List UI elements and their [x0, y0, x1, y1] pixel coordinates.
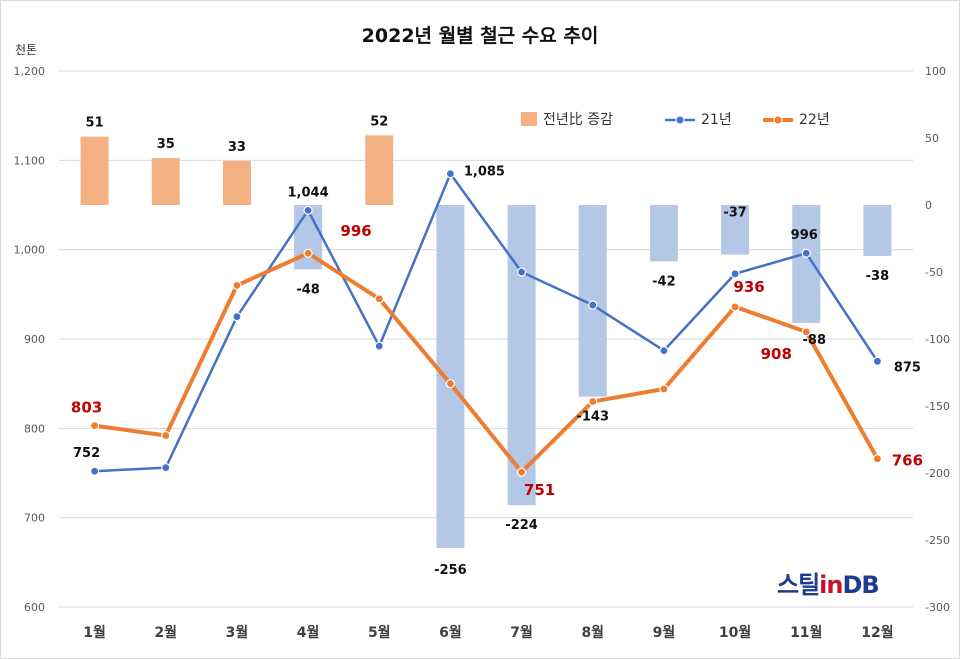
line21-label: 752 — [73, 446, 100, 461]
point-21-1 — [89, 466, 100, 476]
bar-9 — [649, 205, 678, 262]
point-21-10 — [730, 269, 740, 279]
x-tick-label: 10월 — [719, 624, 751, 641]
x-tick-label: 12월 — [861, 624, 893, 641]
line21-label: 1,044 — [288, 185, 329, 200]
right-tick-label: -250 — [925, 534, 950, 547]
x-tick-label: 1월 — [83, 624, 106, 641]
x-tick-label: 7월 — [510, 624, 533, 641]
line-21 — [94, 172, 879, 473]
point-21-7 — [516, 267, 527, 277]
point-21-5 — [374, 341, 384, 351]
bar-label: -224 — [505, 518, 538, 533]
bar-label: 52 — [370, 114, 388, 129]
bar-10 — [721, 205, 750, 255]
bar-label: -88 — [803, 333, 827, 348]
bar-7 — [507, 205, 536, 506]
point-21-12 — [872, 356, 883, 366]
point-22-8 — [588, 396, 598, 407]
left-tick-label: 900 — [24, 333, 45, 346]
y-unit-label: 천톤 — [15, 43, 38, 57]
bar-1 — [80, 136, 109, 205]
bar-11 — [792, 205, 821, 323]
bar-label: -37 — [723, 206, 747, 221]
line21-label: 1,085 — [464, 165, 505, 180]
bar-label: 35 — [157, 137, 175, 152]
point-22-11 — [801, 327, 811, 337]
line22-label: 996 — [340, 222, 371, 240]
left-tick-label: 1,000 — [14, 244, 46, 257]
legend-22-label: 22년 — [799, 112, 830, 128]
bar-label: 33 — [228, 140, 246, 155]
right-tick-label: -300 — [925, 601, 950, 614]
legend-bar-label: 전년比 증감 — [543, 112, 613, 128]
point-21-11 — [801, 248, 811, 258]
line21-label: 996 — [791, 228, 818, 243]
steelindb-logo: 스틸inDB — [777, 571, 880, 599]
right-tick-label: -100 — [925, 333, 950, 346]
x-tick-label: 5월 — [368, 624, 391, 641]
line22-label: 936 — [733, 278, 764, 296]
right-tick-label: 100 — [925, 65, 946, 78]
x-tick-label: 8월 — [581, 624, 604, 641]
x-tick-label: 11월 — [790, 624, 822, 641]
bar-label: 51 — [86, 116, 104, 131]
point-21-4 — [303, 205, 313, 215]
x-tick-label: 4월 — [297, 624, 320, 641]
line22-label: 751 — [524, 481, 555, 499]
point-21-3 — [232, 312, 242, 322]
line22-label: 908 — [761, 345, 792, 363]
legend-22-marker — [773, 115, 783, 125]
point-21-8 — [588, 300, 598, 310]
point-22-6 — [445, 379, 456, 389]
right-tick-label: -150 — [925, 400, 950, 413]
right-tick-label: -50 — [925, 266, 943, 279]
bar-12 — [863, 205, 892, 256]
left-tick-label: 1,200 — [14, 65, 46, 78]
bar-label: -42 — [652, 274, 676, 289]
right-tick-label: 0 — [925, 199, 932, 212]
x-tick-label: 3월 — [226, 624, 249, 641]
point-21-6 — [445, 169, 456, 179]
point-21-2 — [161, 463, 171, 473]
point-21-9 — [659, 346, 669, 356]
line-22 — [94, 251, 880, 475]
point-22-10 — [730, 302, 740, 312]
point-22-7 — [516, 467, 527, 477]
x-tick-label: 9월 — [653, 624, 676, 641]
left-tick-label: 700 — [24, 512, 45, 525]
point-22-9 — [659, 384, 669, 394]
point-22-3 — [232, 280, 242, 290]
point-22-1 — [89, 421, 100, 431]
bar-6 — [436, 205, 465, 549]
point-22-4 — [303, 248, 313, 258]
point-22-2 — [161, 430, 171, 441]
right-tick-label: -200 — [925, 467, 950, 480]
line22-label: 803 — [71, 399, 102, 417]
point-22-5 — [374, 294, 384, 304]
left-tick-label: 600 — [24, 601, 45, 614]
x-tick-label: 2월 — [154, 624, 177, 641]
bar-3 — [222, 160, 251, 205]
legend-21-label: 21년 — [701, 112, 732, 128]
point-22-12 — [872, 454, 883, 464]
legend-21-marker — [675, 115, 685, 125]
bar-label: -48 — [296, 282, 320, 297]
bar-5 — [365, 135, 394, 205]
bar-2 — [151, 158, 180, 205]
right-tick-label: 50 — [925, 132, 939, 145]
left-tick-label: 1,100 — [14, 154, 46, 167]
line21-label: 875 — [894, 360, 921, 375]
bar-label: -143 — [576, 410, 609, 425]
x-tick-label: 6월 — [439, 624, 462, 641]
legend-bar-swatch — [521, 112, 537, 126]
left-tick-label: 800 — [24, 422, 45, 435]
chart-title: 2022년 월별 철근 수요 추이 — [361, 25, 599, 47]
line22-label: 766 — [892, 452, 923, 470]
bar-label: -38 — [866, 269, 890, 284]
bar-label: -256 — [434, 563, 467, 578]
